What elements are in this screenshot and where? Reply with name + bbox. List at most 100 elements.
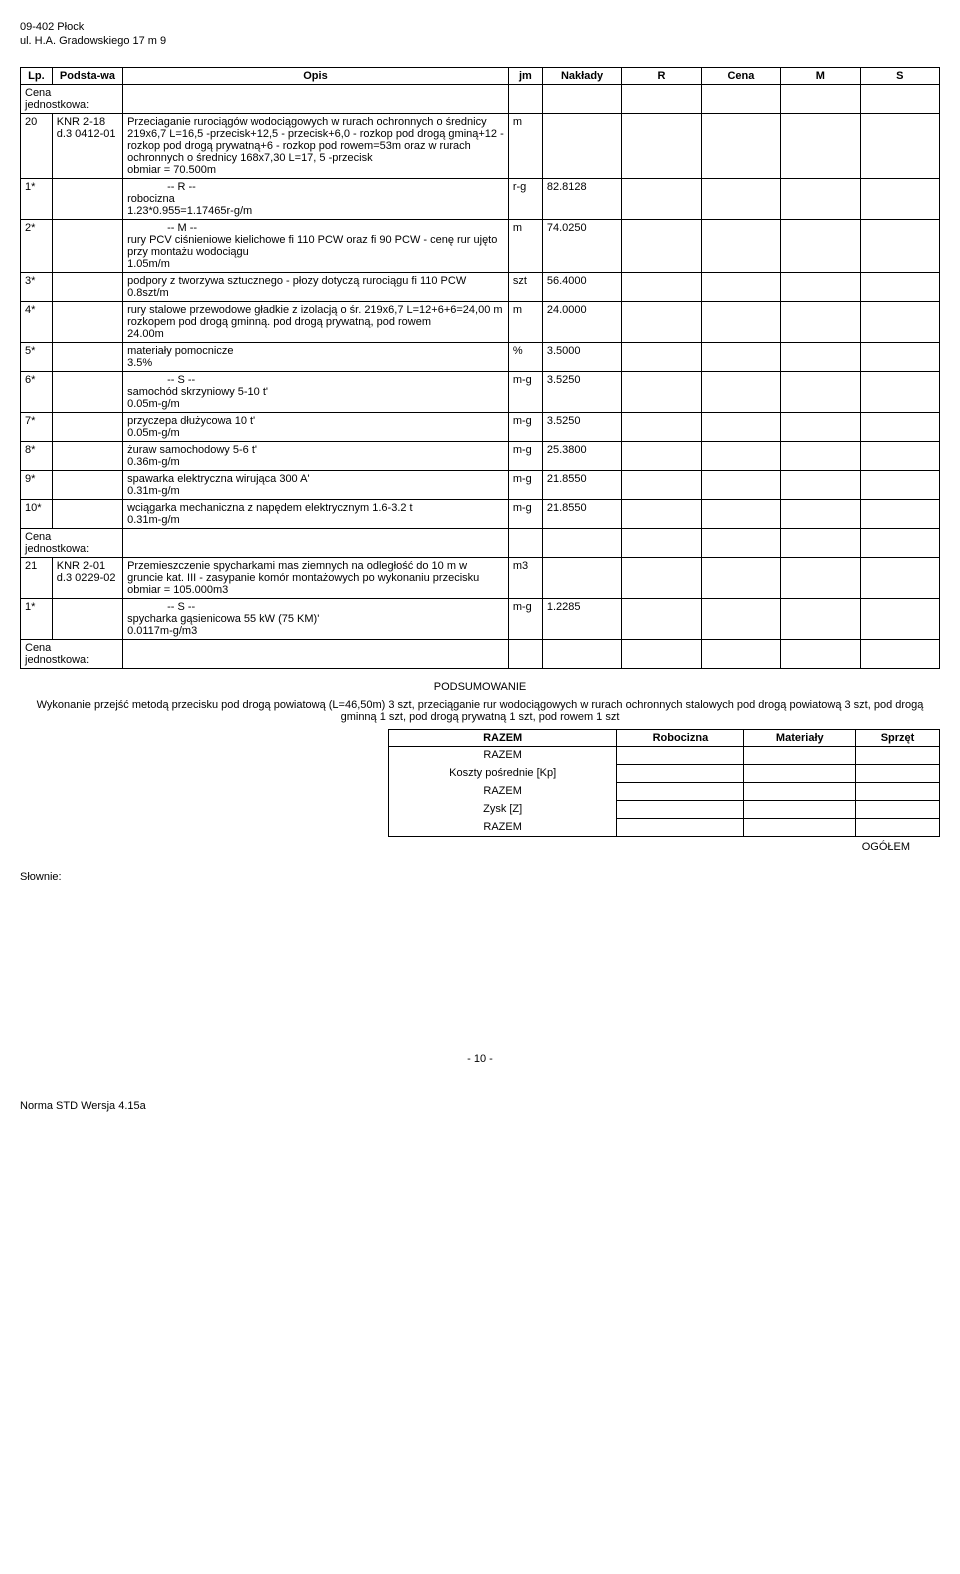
s6-desc: -- S --samochód skrzyniowy 5-10 t' 0.05m… bbox=[123, 371, 509, 412]
m2-desc-text: rury PCV ciśnieniowe kielichowe fi 110 P… bbox=[127, 234, 497, 270]
cena-row-3: Cena jednostkowa: bbox=[21, 639, 940, 668]
main-table: Lp. Podsta-wa Opis jm Nakłady R Cena M S… bbox=[20, 67, 940, 669]
s9-row: 9* spawarka elektryczna wirująca 300 A' … bbox=[21, 470, 940, 499]
s7-jm: m-g bbox=[508, 412, 542, 441]
col-base: Podsta-wa bbox=[52, 67, 122, 84]
row21-base: KNR 2-01 d.3 0229-02 bbox=[52, 557, 122, 598]
m2-nak: 74.0250 bbox=[542, 219, 621, 272]
header-line1: 09-402 Płock bbox=[20, 20, 940, 34]
m4-jm: m bbox=[508, 301, 542, 342]
s10-nak: 21.8550 bbox=[542, 499, 621, 528]
s1b-jm: m-g bbox=[508, 598, 542, 639]
sum-zysk: Zysk [Z] bbox=[389, 800, 940, 818]
m2-jm: m bbox=[508, 219, 542, 272]
row21-jm: m3 bbox=[508, 557, 542, 598]
r-header-label: -- R -- bbox=[127, 181, 504, 193]
s9-jm: m-g bbox=[508, 470, 542, 499]
s-header2-label: -- S -- bbox=[127, 601, 504, 613]
summary-title: PODSUMOWANIE bbox=[20, 681, 940, 693]
cena-label-3: Cena jednostkowa: bbox=[21, 639, 123, 668]
m4-desc: rury stalowe przewodowe gładkie z izolac… bbox=[123, 301, 509, 342]
s8-nak: 25.3800 bbox=[542, 441, 621, 470]
row-21: 21 KNR 2-01 d.3 0229-02 Przemieszczenie … bbox=[21, 557, 940, 598]
sum-razem1: RAZEM bbox=[389, 746, 940, 764]
sum-koszty-label: Koszty pośrednie [Kp] bbox=[389, 764, 617, 782]
ogolem-label: OGÓŁEM bbox=[20, 841, 940, 853]
col-s: S bbox=[860, 67, 940, 84]
s1b-nak: 1.2285 bbox=[542, 598, 621, 639]
s6-lp: 6* bbox=[21, 371, 53, 412]
r1-lp: 1* bbox=[21, 178, 53, 219]
slownie-label: Słownie: bbox=[20, 871, 940, 883]
s9-desc: spawarka elektryczna wirująca 300 A' 0.3… bbox=[123, 470, 509, 499]
m3-desc: podpory z tworzywa sztucznego - płozy do… bbox=[123, 272, 509, 301]
s7-lp: 7* bbox=[21, 412, 53, 441]
col-jm: jm bbox=[508, 67, 542, 84]
r1-desc: -- R --robocizna 1.23*0.955=1.17465r-g/m bbox=[123, 178, 509, 219]
header-line2: ul. H.A. Gradowskiego 17 m 9 bbox=[20, 34, 940, 48]
col-r: R bbox=[622, 67, 701, 84]
m3-nak: 56.4000 bbox=[542, 272, 621, 301]
col-desc: Opis bbox=[123, 67, 509, 84]
r1-desc-text: robocizna 1.23*0.955=1.17465r-g/m bbox=[127, 193, 252, 217]
page-number: - 10 - bbox=[20, 1053, 940, 1065]
row20-base: KNR 2-18 d.3 0412-01 bbox=[52, 113, 122, 178]
row21-lp: 21 bbox=[21, 557, 53, 598]
s8-lp: 8* bbox=[21, 441, 53, 470]
sum-razem1-label: RAZEM bbox=[389, 746, 617, 764]
r1-jm: r-g bbox=[508, 178, 542, 219]
s9-nak: 21.8550 bbox=[542, 470, 621, 499]
sum-col-spr: Sprzęt bbox=[856, 729, 940, 746]
sum-razem2-label: RAZEM bbox=[389, 782, 617, 800]
s1b-row: 1* -- S --spycharka gąsienicowa 55 kW (7… bbox=[21, 598, 940, 639]
s6-nak: 3.5250 bbox=[542, 371, 621, 412]
m-header-label: -- M -- bbox=[127, 222, 504, 234]
s8-jm: m-g bbox=[508, 441, 542, 470]
m4-nak: 24.0000 bbox=[542, 301, 621, 342]
s6-row: 6* -- S --samochód skrzyniowy 5-10 t' 0.… bbox=[21, 371, 940, 412]
m5-lp: 5* bbox=[21, 342, 53, 371]
m5-desc: materiały pomocnicze 3.5% bbox=[123, 342, 509, 371]
r-header-row: 1* -- R --robocizna 1.23*0.955=1.17465r-… bbox=[21, 178, 940, 219]
sum-col-rob: Robocizna bbox=[617, 729, 744, 746]
m5-row: 5* materiały pomocnicze 3.5% % 3.5000 bbox=[21, 342, 940, 371]
cena-row-2: Cena jednostkowa: bbox=[21, 528, 940, 557]
s9-lp: 9* bbox=[21, 470, 53, 499]
s1b-desc: -- S --spycharka gąsienicowa 55 kW (75 K… bbox=[123, 598, 509, 639]
summary-table: RAZEM Robocizna Materiały Sprzęt RAZEM K… bbox=[388, 729, 940, 837]
col-nak: Nakłady bbox=[542, 67, 621, 84]
s7-desc: przyczepa dłużycowa 10 t' 0.05m-g/m bbox=[123, 412, 509, 441]
m5-jm: % bbox=[508, 342, 542, 371]
col-m: M bbox=[781, 67, 860, 84]
s8-row: 8* żuraw samochodowy 5-6 t' 0.36m-g/m m-… bbox=[21, 441, 940, 470]
sum-zysk-label: Zysk [Z] bbox=[389, 800, 617, 818]
s10-row: 10* wciągarka mechaniczna z napędem elek… bbox=[21, 499, 940, 528]
sum-razem3: RAZEM bbox=[389, 818, 940, 836]
sum-col-mat: Materiały bbox=[744, 729, 856, 746]
s1b-desc-text: spycharka gąsienicowa 55 kW (75 KM)' 0.0… bbox=[127, 613, 319, 637]
row20-lp: 20 bbox=[21, 113, 53, 178]
table-header-row: Lp. Podsta-wa Opis jm Nakłady R Cena M S bbox=[21, 67, 940, 84]
row20-desc: Przeciaganie rurociągów wodociągowych w … bbox=[123, 113, 509, 178]
s8-desc: żuraw samochodowy 5-6 t' 0.36m-g/m bbox=[123, 441, 509, 470]
cena-label-2: Cena jednostkowa: bbox=[21, 528, 123, 557]
sum-col-razem: RAZEM bbox=[389, 729, 617, 746]
m3-lp: 3* bbox=[21, 272, 53, 301]
row20-jm: m bbox=[508, 113, 542, 178]
header-address: 09-402 Płock ul. H.A. Gradowskiego 17 m … bbox=[20, 20, 940, 49]
footer-label: Norma STD Wersja 4.15a bbox=[20, 1100, 940, 1112]
cena-row: Cena jednostkowa: bbox=[21, 84, 940, 113]
r1-nak: 82.8128 bbox=[542, 178, 621, 219]
sum-razem3-label: RAZEM bbox=[389, 818, 617, 836]
m2-lp: 2* bbox=[21, 219, 53, 272]
summary-header-row: RAZEM Robocizna Materiały Sprzęt bbox=[389, 729, 940, 746]
m3-jm: szt bbox=[508, 272, 542, 301]
sum-razem2: RAZEM bbox=[389, 782, 940, 800]
m4-row: 4* rury stalowe przewodowe gładkie z izo… bbox=[21, 301, 940, 342]
s7-nak: 3.5250 bbox=[542, 412, 621, 441]
s10-lp: 10* bbox=[21, 499, 53, 528]
col-lp: Lp. bbox=[21, 67, 53, 84]
m3-row: 3* podpory z tworzywa sztucznego - płozy… bbox=[21, 272, 940, 301]
row-20: 20 KNR 2-18 d.3 0412-01 Przeciaganie rur… bbox=[21, 113, 940, 178]
cena-label: Cena jednostkowa: bbox=[21, 84, 123, 113]
